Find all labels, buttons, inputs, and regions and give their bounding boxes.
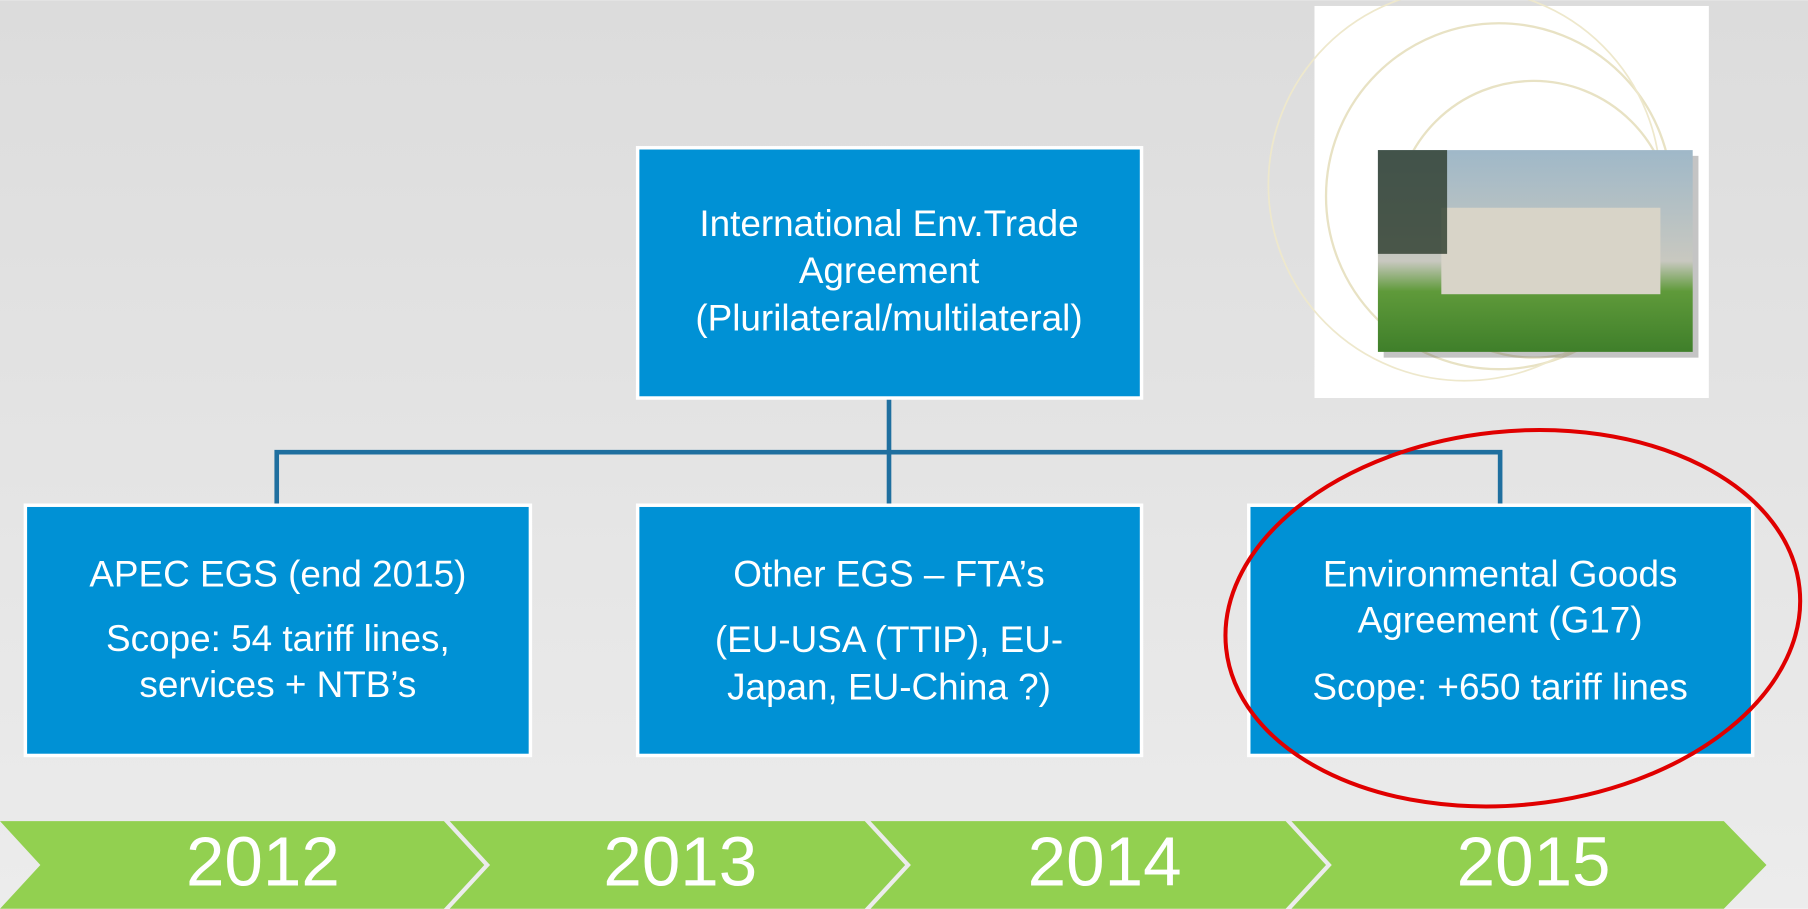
node-text: APEC EGS (end 2015) xyxy=(89,553,466,594)
timeline: 2012 2013 2014 2015 xyxy=(0,821,1766,909)
year-label: 2013 xyxy=(603,823,757,901)
top-box-text: Agreement xyxy=(799,250,979,291)
year-label: 2015 xyxy=(1457,823,1611,901)
node-text: Agreement (G17) xyxy=(1358,600,1643,641)
node-text: services + NTB’s xyxy=(139,664,416,705)
node-text: Scope: 54 tariff lines, xyxy=(106,618,450,659)
node-text: Environmental Goods xyxy=(1323,553,1678,594)
node-text: Scope: +650 tariff lines xyxy=(1312,666,1687,707)
top-box-text: (Plurilateral/multilateral) xyxy=(695,297,1082,338)
node-text: Japan, EU-China ?) xyxy=(727,666,1051,707)
year-label: 2014 xyxy=(1028,823,1182,901)
top-box-text: International Env.Trade xyxy=(699,203,1078,244)
slide: International Env.Trade Agreement (Pluri… xyxy=(0,0,1808,909)
year-label: 2012 xyxy=(186,823,340,901)
photo xyxy=(1268,0,1708,398)
node-text: Other EGS – FTA’s xyxy=(733,553,1044,594)
page: International Env.Trade Agreement (Pluri… xyxy=(0,0,1808,909)
node-text: (EU-USA (TTIP), EU- xyxy=(715,619,1063,660)
